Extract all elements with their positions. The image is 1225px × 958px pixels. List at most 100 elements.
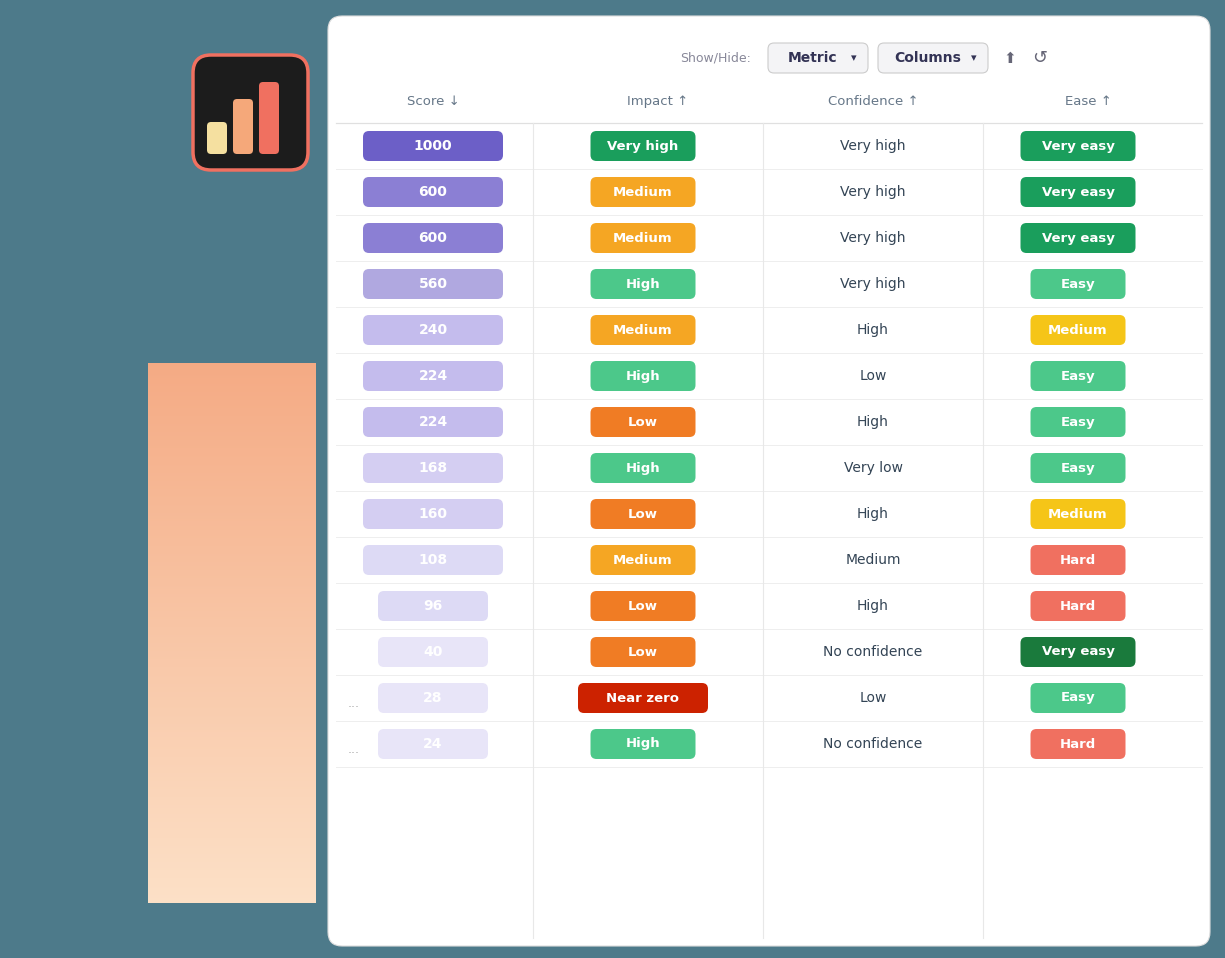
- Text: Score ↓: Score ↓: [407, 95, 459, 107]
- FancyBboxPatch shape: [258, 82, 279, 154]
- FancyBboxPatch shape: [590, 591, 696, 621]
- FancyBboxPatch shape: [1030, 315, 1126, 345]
- FancyBboxPatch shape: [1030, 361, 1126, 391]
- Text: High: High: [626, 462, 660, 474]
- Text: Low: Low: [628, 600, 658, 612]
- Text: ⬆: ⬆: [1003, 51, 1017, 65]
- FancyBboxPatch shape: [578, 683, 708, 713]
- FancyBboxPatch shape: [379, 683, 488, 713]
- Text: Low: Low: [859, 691, 887, 705]
- Text: ...: ...: [348, 743, 360, 756]
- FancyBboxPatch shape: [1020, 637, 1136, 667]
- Text: 560: 560: [419, 277, 447, 291]
- FancyBboxPatch shape: [590, 361, 696, 391]
- Text: Very high: Very high: [840, 277, 905, 291]
- Text: Very easy: Very easy: [1041, 646, 1115, 658]
- Text: Medium: Medium: [614, 324, 673, 336]
- FancyBboxPatch shape: [590, 223, 696, 253]
- Text: Very high: Very high: [840, 139, 905, 153]
- Text: Medium: Medium: [614, 186, 673, 198]
- Text: Low: Low: [628, 416, 658, 428]
- Text: Very high: Very high: [608, 140, 679, 152]
- Text: Medium: Medium: [1049, 508, 1107, 520]
- Text: High: High: [858, 599, 889, 613]
- FancyBboxPatch shape: [590, 499, 696, 529]
- Text: 224: 224: [419, 415, 447, 429]
- Text: Metric: Metric: [788, 51, 838, 65]
- Text: 600: 600: [419, 185, 447, 199]
- Text: Impact ↑: Impact ↑: [627, 95, 688, 107]
- Text: Easy: Easy: [1061, 462, 1095, 474]
- Text: ▾: ▾: [971, 53, 976, 63]
- Text: High: High: [858, 323, 889, 337]
- FancyBboxPatch shape: [1030, 269, 1126, 299]
- FancyBboxPatch shape: [878, 43, 989, 73]
- Text: 96: 96: [424, 599, 442, 613]
- FancyBboxPatch shape: [1030, 729, 1126, 759]
- Text: Easy: Easy: [1061, 278, 1095, 290]
- FancyBboxPatch shape: [363, 453, 503, 483]
- Text: Medium: Medium: [845, 553, 900, 567]
- FancyBboxPatch shape: [1030, 499, 1126, 529]
- FancyBboxPatch shape: [1030, 545, 1126, 575]
- Text: 108: 108: [419, 553, 447, 567]
- FancyBboxPatch shape: [1020, 223, 1136, 253]
- FancyBboxPatch shape: [363, 407, 503, 437]
- FancyBboxPatch shape: [363, 499, 503, 529]
- Text: Very high: Very high: [840, 231, 905, 245]
- Text: Columns: Columns: [894, 51, 962, 65]
- Text: High: High: [626, 370, 660, 382]
- FancyBboxPatch shape: [363, 131, 503, 161]
- FancyBboxPatch shape: [363, 361, 503, 391]
- Text: Hard: Hard: [1060, 600, 1096, 612]
- FancyBboxPatch shape: [1020, 177, 1136, 207]
- FancyBboxPatch shape: [379, 591, 488, 621]
- Text: Very easy: Very easy: [1041, 186, 1115, 198]
- FancyBboxPatch shape: [590, 637, 696, 667]
- Text: Near zero: Near zero: [606, 692, 680, 704]
- FancyBboxPatch shape: [1030, 683, 1126, 713]
- Text: ↺: ↺: [1033, 49, 1047, 67]
- Text: High: High: [858, 415, 889, 429]
- FancyBboxPatch shape: [590, 269, 696, 299]
- Text: 224: 224: [419, 369, 447, 383]
- FancyBboxPatch shape: [590, 729, 696, 759]
- Text: High: High: [858, 507, 889, 521]
- Text: Easy: Easy: [1061, 416, 1095, 428]
- FancyBboxPatch shape: [194, 55, 307, 170]
- Text: Medium: Medium: [614, 554, 673, 566]
- Text: Low: Low: [628, 646, 658, 658]
- FancyBboxPatch shape: [328, 16, 1210, 946]
- Text: 600: 600: [419, 231, 447, 245]
- Text: Confidence ↑: Confidence ↑: [828, 95, 919, 107]
- Text: Medium: Medium: [1049, 324, 1107, 336]
- FancyBboxPatch shape: [379, 729, 488, 759]
- FancyBboxPatch shape: [768, 43, 869, 73]
- Text: ▾: ▾: [851, 53, 856, 63]
- Text: High: High: [626, 278, 660, 290]
- Text: Low: Low: [628, 508, 658, 520]
- Text: Very easy: Very easy: [1041, 232, 1115, 244]
- Text: Easy: Easy: [1061, 692, 1095, 704]
- FancyBboxPatch shape: [590, 315, 696, 345]
- Text: 160: 160: [419, 507, 447, 521]
- Text: Easy: Easy: [1061, 370, 1095, 382]
- FancyBboxPatch shape: [590, 453, 696, 483]
- Text: No confidence: No confidence: [823, 645, 922, 659]
- FancyBboxPatch shape: [1030, 453, 1126, 483]
- Text: Ease ↑: Ease ↑: [1065, 95, 1111, 107]
- FancyBboxPatch shape: [590, 545, 696, 575]
- Text: 240: 240: [419, 323, 447, 337]
- FancyBboxPatch shape: [233, 99, 254, 154]
- Text: Low: Low: [859, 369, 887, 383]
- Text: No confidence: No confidence: [823, 737, 922, 751]
- Text: High: High: [626, 738, 660, 750]
- FancyBboxPatch shape: [363, 223, 503, 253]
- Text: 40: 40: [424, 645, 442, 659]
- FancyBboxPatch shape: [363, 315, 503, 345]
- FancyBboxPatch shape: [379, 637, 488, 667]
- Text: Hard: Hard: [1060, 738, 1096, 750]
- FancyBboxPatch shape: [363, 545, 503, 575]
- Text: ...: ...: [348, 697, 360, 710]
- Text: 24: 24: [424, 737, 442, 751]
